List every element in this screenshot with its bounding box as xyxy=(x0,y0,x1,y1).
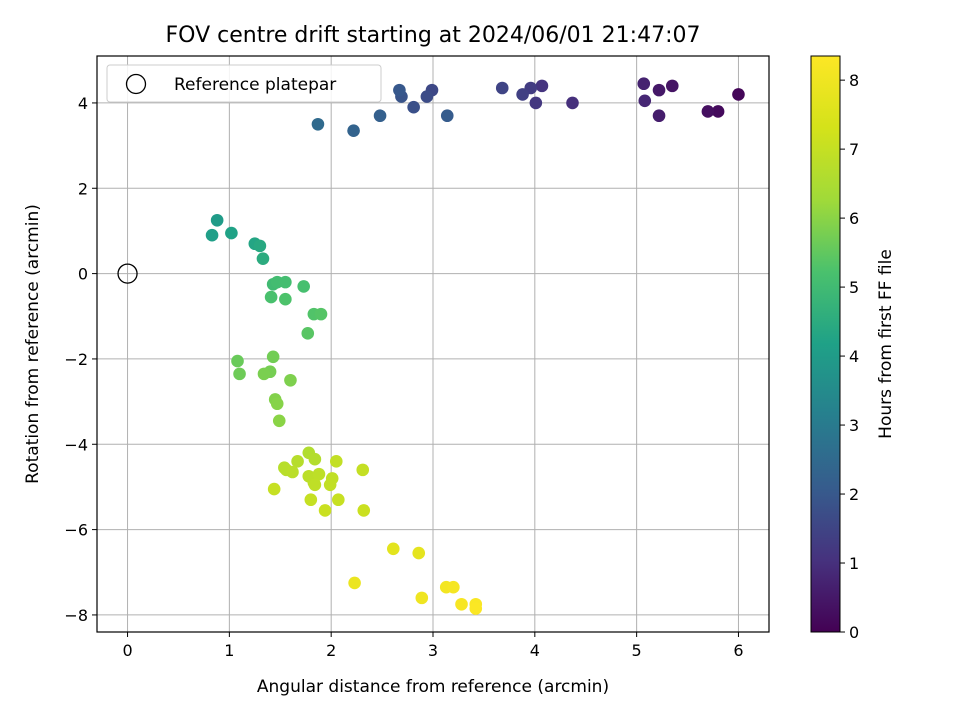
scatter-point xyxy=(415,591,429,605)
scatter-point xyxy=(566,96,579,110)
scatter-point xyxy=(329,455,343,468)
scatter-point xyxy=(420,90,434,103)
colorbar-tick-label: 8 xyxy=(849,71,859,90)
scatter-point xyxy=(270,397,284,411)
scatter-point xyxy=(356,463,370,477)
scatter-point xyxy=(264,290,278,304)
colorbar-tick-label: 7 xyxy=(849,140,859,159)
y-tick-label: 4 xyxy=(78,94,88,113)
colorbar-tick-label: 5 xyxy=(849,278,859,297)
scatter-point xyxy=(205,228,219,242)
y-tick-label: −4 xyxy=(64,435,88,454)
scatter-point xyxy=(516,88,529,101)
scatter-point xyxy=(272,414,286,428)
scatter-point xyxy=(393,83,406,97)
y-tick-label: −6 xyxy=(64,521,88,540)
scatter-point xyxy=(495,81,509,95)
scatter-point xyxy=(373,109,387,123)
legend-entry-label: Reference platepar xyxy=(174,75,336,95)
colorbar-tick-label: 6 xyxy=(849,209,859,228)
colorbar-tick-label: 4 xyxy=(849,347,859,366)
colorbar: 0 1 2 3 4 5 6 7 8 Hours from first FF file xyxy=(810,55,896,642)
scatter-point xyxy=(279,292,292,306)
scatter-point xyxy=(711,105,725,118)
scatter-point xyxy=(308,452,322,466)
scatter-point xyxy=(637,77,651,91)
scatter-point xyxy=(286,465,299,479)
scatter-point xyxy=(267,482,281,496)
scatter-point xyxy=(732,88,745,101)
scatter-point xyxy=(297,280,310,293)
scatter-point xyxy=(407,100,420,114)
scatter-point xyxy=(314,307,328,321)
scatter-point xyxy=(469,602,483,615)
y-tick-label: −8 xyxy=(64,606,88,625)
scatter-point xyxy=(233,367,246,381)
reference-point xyxy=(117,263,138,284)
scatter-point xyxy=(256,252,270,265)
axis-ticks: 0 1 2 3 4 5 6 −8 −6 −4 −2 0 2 4 xyxy=(64,94,743,660)
x-tick-label: 2 xyxy=(326,641,336,660)
chart-title: FOV centre drift starting at 2024/06/01 … xyxy=(166,23,701,48)
scatter-point xyxy=(535,79,549,93)
scatter-point xyxy=(447,580,460,594)
legend-box xyxy=(106,64,382,103)
scatter-point xyxy=(348,576,361,590)
scatter-point xyxy=(304,493,318,507)
x-tick-label: 4 xyxy=(530,641,540,660)
scatter-point xyxy=(308,478,322,492)
scatter-point xyxy=(257,367,271,381)
scatter-point xyxy=(210,213,224,227)
scatter-point xyxy=(665,79,679,93)
colorbar-gradient xyxy=(810,55,841,633)
x-axis-label: Angular distance from reference (arcmin) xyxy=(257,677,609,697)
scatter-point xyxy=(440,109,454,123)
scatter-point xyxy=(638,94,652,108)
scatter-point xyxy=(332,493,345,507)
colorbar-label: Hours from first FF file xyxy=(876,249,896,439)
scatter-point xyxy=(266,350,280,364)
scatter-point xyxy=(311,117,325,131)
y-tick-label: −2 xyxy=(64,350,88,369)
scatter-point xyxy=(652,109,666,123)
scatter-point xyxy=(529,96,543,110)
scatter-point xyxy=(652,83,666,97)
scatter-point xyxy=(347,124,360,137)
scatter-point xyxy=(323,478,337,492)
colorbar-tick-label: 2 xyxy=(849,485,859,504)
x-tick-label: 0 xyxy=(122,641,132,660)
colorbar-tick-label: 3 xyxy=(849,416,859,435)
scatter-point xyxy=(386,542,400,556)
scatter-point xyxy=(312,467,326,481)
data-points xyxy=(205,77,745,615)
y-tick-label: 2 xyxy=(78,179,88,198)
y-tick-label: 0 xyxy=(78,265,88,284)
scatter-point xyxy=(284,373,297,387)
scatter-point xyxy=(701,105,715,118)
scatter-point xyxy=(231,354,244,368)
y-axis-label: Rotation from reference (arcmin) xyxy=(23,204,43,484)
scatter-point xyxy=(357,504,371,517)
x-tick-label: 3 xyxy=(428,641,438,660)
legend-marker-icon xyxy=(125,73,147,95)
scatter-point xyxy=(301,327,315,340)
scatter-point xyxy=(412,546,426,560)
scatter-point xyxy=(291,455,304,468)
x-tick-label: 1 xyxy=(224,641,234,660)
legend: Reference platepar xyxy=(106,64,382,103)
x-tick-label: 5 xyxy=(632,641,642,660)
colorbar-tick-label: 1 xyxy=(849,554,859,573)
colorbar-ticks: 0 1 2 3 4 5 6 7 8 xyxy=(840,71,859,642)
x-tick-label: 6 xyxy=(733,641,743,660)
scatter-point xyxy=(455,597,468,611)
colorbar-tick-label: 0 xyxy=(849,623,859,642)
scatter-point xyxy=(225,226,238,240)
scatter-point xyxy=(253,239,267,253)
scatter-point xyxy=(318,504,332,517)
reference-platepar-marker xyxy=(117,263,138,284)
scatter-point xyxy=(279,275,292,289)
grid xyxy=(97,56,769,632)
